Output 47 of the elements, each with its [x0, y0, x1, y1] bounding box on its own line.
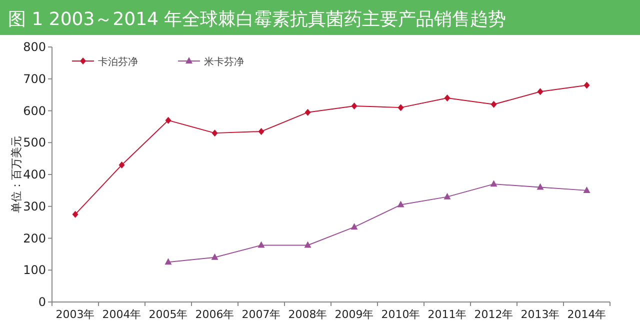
x-tick-label: 2005年 — [148, 308, 188, 321]
chart-title: 图 1 2003～2014 年全球棘白霉素抗真菌药主要产品销售趋势 — [8, 9, 506, 30]
legend-label: 米卡芬净 — [204, 56, 244, 68]
x-tick-label: 2011年 — [428, 308, 467, 321]
point — [165, 116, 172, 124]
x-tick-label: 2003年 — [56, 308, 95, 321]
point — [212, 130, 218, 137]
y-tick-label: 800 — [23, 40, 46, 54]
point — [164, 258, 172, 265]
y-tick-label: 600 — [23, 104, 46, 118]
x-tick-label: 2013年 — [520, 308, 560, 321]
point — [444, 94, 450, 102]
point — [536, 183, 544, 190]
point — [537, 88, 544, 96]
point — [583, 186, 590, 193]
y-tick-label: 300 — [23, 199, 46, 214]
y-tick-label: 400 — [23, 168, 46, 182]
point — [397, 200, 404, 208]
x-tick-label: 2008年 — [288, 308, 328, 321]
y-tick-label: 200 — [23, 231, 46, 246]
point — [118, 161, 125, 168]
x-tick-label: 2010年 — [381, 308, 420, 321]
y-tick-label: 0 — [38, 295, 46, 309]
y-tick-label: 700 — [23, 72, 46, 86]
point — [258, 241, 265, 248]
point — [584, 82, 590, 89]
point — [490, 180, 498, 187]
point — [211, 253, 218, 260]
x-tick-label: 2007年 — [242, 308, 281, 321]
x-tick-label: 2014年 — [567, 308, 606, 321]
point — [72, 210, 78, 218]
x-tick-label: 2004年 — [102, 308, 142, 321]
x-tick-label: 2009年 — [334, 308, 374, 321]
point — [350, 223, 358, 230]
x-tick-label: 2006年 — [195, 308, 234, 321]
point — [490, 100, 497, 108]
point — [398, 104, 404, 112]
point — [258, 128, 264, 135]
point — [304, 108, 311, 116]
y-tick-label: 100 — [23, 263, 46, 278]
y-axis-title: 单位：百万美元 — [10, 136, 23, 213]
x-tick-label: 2012年 — [474, 308, 514, 321]
legend-label: 卡泊芬净 — [98, 56, 138, 68]
point — [351, 102, 358, 110]
point — [304, 241, 312, 248]
y-tick-label: 500 — [23, 136, 46, 150]
point — [444, 192, 451, 200]
